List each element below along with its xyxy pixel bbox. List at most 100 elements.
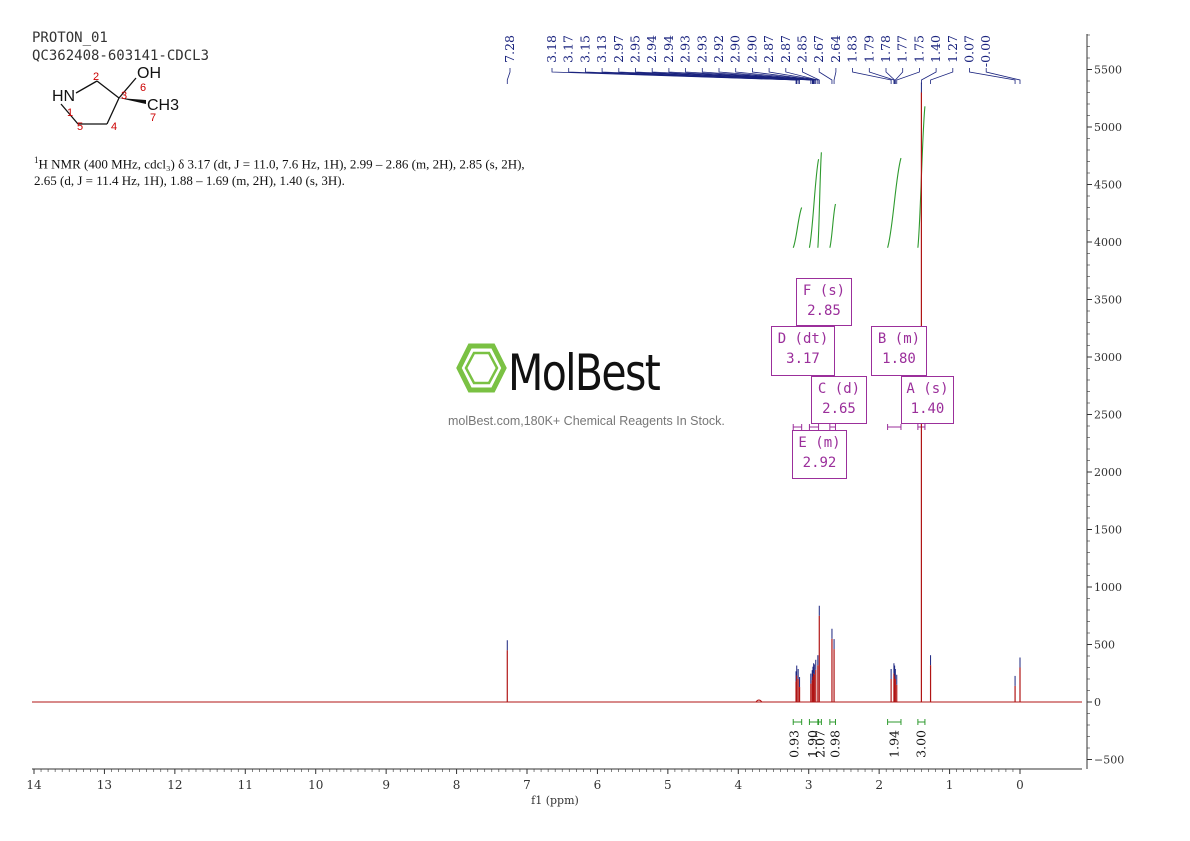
multiplet-f-shift: 2.85 [807,303,841,319]
x-tick-label-1: 1 [946,778,954,792]
peak-label-17: 2.67 [811,35,826,63]
peak-connector-8 [668,68,814,84]
y-tick-label-0: 0 [1094,696,1101,709]
peak-connector-11 [718,68,815,84]
multiplet-a-shift: 1.40 [910,401,945,417]
multiplet-f-type: F (s) [802,283,846,299]
integral-curve-0 [792,207,803,248]
atom-number-6: 6 [140,82,146,94]
multiplet-e-type: E (m) [798,435,841,451]
peak-label-26: 0.07 [962,35,977,63]
peak-connector-6 [635,68,813,84]
wedge-bond-ch3 [119,98,146,104]
peak-label-18: 2.64 [828,35,843,63]
peak-connector-16 [802,68,820,84]
multiplet-d-shift: 3.17 [786,351,820,367]
x-tick-label-8: 8 [453,778,461,792]
integral-curve-2 [817,152,822,248]
multiplet-box-b: B (m) 1.80 [871,326,927,376]
benzene-logo-icon [456,343,507,393]
peak-label-24: 1.40 [928,35,943,63]
oh-label: OH [137,65,161,82]
watermark-tagline: molBest.com,180K+ Chemical Reagents In S… [448,414,725,428]
multiplet-box-d: D (dt) 3.17 [771,326,835,376]
impurity-hump [755,699,763,703]
peak-label-21: 1.78 [878,35,893,63]
peak-connector-15 [785,68,819,84]
peak-connector-10 [701,68,815,84]
peak-connector-17 [818,68,833,84]
y-tick-label-4000: 4000 [1094,236,1122,249]
y-tick-label-4500: 4500 [1094,179,1122,192]
integral-curve-1 [808,159,820,248]
y-tick-label-2500: 2500 [1094,409,1122,422]
multiplet-box-c: C (d) 2.65 [811,376,867,424]
superscript-1: 1 [34,155,39,165]
atom-number-5: 5 [77,121,83,133]
multiplet-box-e: E (m) 2.92 [792,430,847,479]
integral-value-1: 1.90 [805,730,820,758]
peak-connector-21 [885,68,896,84]
multiplet-c-shift: 2.65 [822,401,856,417]
x-tick-label-13: 13 [97,778,112,792]
peak-connector-5 [618,68,812,84]
multiplet-box-f: F (s) 2.85 [796,278,852,326]
peak-label-22: 1.77 [895,35,910,63]
x-tick-label-3: 3 [805,778,813,792]
bond-3-oh [118,77,137,99]
peak-label-15: 2.87 [778,35,793,63]
peak-label-5: 2.97 [611,35,626,63]
y-tick-label--500: −500 [1094,754,1124,767]
integral-curve-3 [829,203,837,248]
y-tick-label-500: 500 [1094,639,1115,652]
peak-connector-19 [852,68,892,84]
x-axis-label: f1 (ppm) [531,794,579,807]
x-tick-label-0: 0 [1016,778,1024,792]
nh-label: HN [52,88,75,105]
integral-value-0: 0.93 [786,730,801,758]
x-tick-label-2: 2 [875,778,883,792]
peak-connector-0 [506,68,511,84]
peak-label-19: 1.83 [845,35,860,63]
integral-value-5: 3.00 [913,730,928,758]
peak-label-23: 1.75 [911,35,926,63]
ch3-label: CH3 [147,97,179,114]
y-tick-label-3000: 3000 [1094,351,1122,364]
bond-2-1 [75,80,98,94]
peak-label-10: 2.93 [694,35,709,63]
bond-4-3 [106,97,120,125]
peak-connector-27 [985,68,1021,84]
peak-label-3: 3.15 [577,35,592,63]
integral-value-2: 2.07 [813,730,828,758]
peak-label-9: 2.93 [678,35,693,63]
peak-connector-24 [921,68,937,84]
x-tick-label-7: 7 [523,778,531,792]
peak-label-14: 2.87 [761,35,776,63]
multiplet-e-shift: 2.92 [802,455,837,471]
molecule-structure: HN OH CH3 1 2 3 4 5 6 7 [52,65,179,133]
x-tick-label-9: 9 [382,778,390,792]
spectrum-title: PROTON_01 [32,30,108,46]
peak-label-12: 2.90 [728,35,743,63]
peak-label-20: 1.79 [861,35,876,63]
x-tick-label-11: 11 [238,778,253,792]
integral-value-3: 0.98 [828,730,843,758]
y-tick-label-2000: 2000 [1094,466,1122,479]
y-tick-label-3500: 3500 [1094,294,1122,307]
peak-label-11: 2.92 [711,35,726,63]
atom-number-4: 4 [111,121,117,133]
peak-connector-20 [868,68,895,84]
x-tick-label-12: 12 [167,778,182,792]
atom-number-3: 3 [121,90,127,102]
x-tick-label-5: 5 [664,778,672,792]
peak-label-8: 2.94 [661,35,676,63]
peak-label-0: 7.28 [502,35,517,63]
y-tick-label-1500: 1500 [1094,524,1122,537]
peak-label-2: 3.17 [561,35,576,63]
peak-label-6: 2.95 [628,35,643,63]
atom-number-2: 2 [93,71,99,83]
bond-1-5 [60,103,79,125]
peak-connector-23 [896,68,920,84]
atom-number-1: 1 [67,107,73,119]
